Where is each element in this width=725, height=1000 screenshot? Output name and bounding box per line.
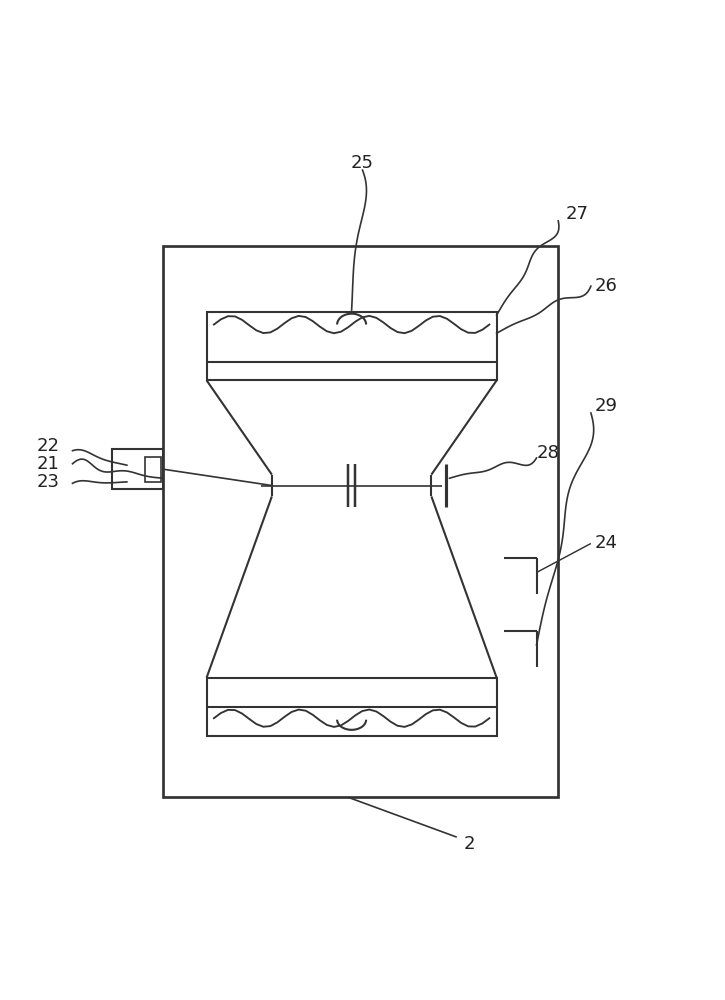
Text: 2: 2 (464, 835, 476, 853)
Text: 27: 27 (566, 205, 589, 223)
Text: 21: 21 (36, 455, 59, 473)
Bar (207, 678, 497, 736)
Text: 25: 25 (351, 154, 374, 172)
Bar (207, 312, 497, 380)
Text: 22: 22 (36, 437, 59, 455)
Text: 28: 28 (536, 444, 560, 462)
Text: 29: 29 (594, 397, 618, 415)
Text: 24: 24 (594, 534, 618, 552)
Bar (163, 246, 558, 797)
Bar (145, 456, 161, 482)
Bar (112, 449, 163, 489)
Text: 23: 23 (36, 473, 59, 491)
Text: 26: 26 (594, 277, 618, 295)
